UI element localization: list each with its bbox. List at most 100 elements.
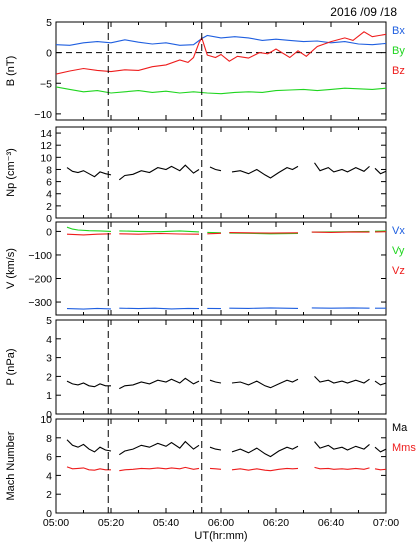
y-tick-label: 2 [46, 371, 52, 383]
panel-4: 0 2 4 6 8 10 Mach Number Ma Mms [5, 414, 416, 520]
y-tick-label: 3 [46, 353, 52, 365]
x-tick-label: 06:00 [208, 517, 234, 529]
y-tick-label: −300 [28, 297, 52, 309]
y-tick-label: 1 [46, 390, 52, 402]
y-tick-label: 10 [40, 414, 52, 426]
y-tick-label: 2 [46, 201, 52, 213]
series-line-ma [118, 440, 200, 456]
x-tick-label: 05:40 [153, 517, 179, 529]
y-tick-label: 4 [46, 334, 52, 346]
series-line-mms [314, 466, 370, 470]
y-tick-label: 5 [46, 17, 52, 29]
series-line-ma [66, 439, 112, 453]
date-label: 2016 /09 /18 [330, 5, 397, 19]
series-line-vx [66, 307, 112, 310]
series-line-mms [209, 467, 222, 470]
y-tick-label: −5 [40, 78, 52, 90]
legend-ma: Ma [392, 422, 408, 434]
legend-bx: Bx [392, 25, 405, 37]
y-tick-label: 0 [46, 409, 52, 421]
legend-by: By [392, 45, 405, 57]
series-group [56, 31, 386, 95]
series-line-vz [66, 233, 112, 236]
y-tick-label: 8 [46, 164, 52, 176]
legend-bz: Bz [392, 65, 405, 77]
x-tick-label: 06:40 [318, 517, 344, 529]
y-axis-label: B (nT) [5, 56, 17, 87]
series-line-vz [207, 232, 222, 235]
y-tick-label: −200 [28, 274, 52, 286]
series-line-data [314, 162, 370, 173]
series-line-ma [209, 446, 222, 451]
x-tick-label: 06:20 [263, 517, 289, 529]
series-line-data [209, 166, 222, 172]
y-axis-label: V (km/s) [5, 248, 17, 289]
series-line-vz [119, 232, 200, 235]
x-axis-label: UT(hr:mm) [194, 530, 247, 542]
panel-3: 0 1 2 3 4 5 P (nPa) [5, 315, 387, 421]
series-line-bz [56, 31, 386, 75]
panel-0: 5 0 −5 −10 B (nT) Bx By Bz [5, 17, 405, 121]
y-tick-label: −100 [28, 250, 52, 262]
y-tick-label: 0 [46, 226, 52, 238]
series-line-data [231, 378, 299, 389]
series-line-mms [119, 466, 200, 472]
y-tick-label: 4 [46, 470, 52, 482]
y-tick-label: 5 [46, 315, 52, 327]
series-line-vx [229, 307, 299, 309]
y-tick-label: 10 [40, 152, 52, 164]
series-line-ma [314, 441, 370, 451]
series-line-vy [119, 230, 200, 233]
series-group [66, 162, 386, 181]
panel-2: 0 −100 −200 −300 V (km/s) Vx Vy Vz [5, 221, 405, 316]
series-line-data [118, 164, 200, 181]
y-tick-label: 2 [46, 489, 52, 501]
y-axis-label: Mach Number [5, 431, 17, 500]
series-line-data [314, 376, 370, 384]
series-line-data [119, 377, 200, 390]
series-line-data [374, 380, 386, 386]
legend-vx: Vx [392, 225, 405, 237]
y-tick-label: 4 [46, 189, 52, 201]
y-tick-label: 0 [46, 508, 52, 520]
y-tick-label: 14 [40, 128, 52, 140]
y-tick-label: 0 [46, 48, 52, 60]
panel-frame [55, 221, 387, 316]
x-tick-label: 05:20 [98, 517, 124, 529]
y-axis-label: Np (cm⁻³) [5, 148, 17, 197]
series-line-vx [119, 307, 200, 310]
y-tick-label: 0 [46, 213, 52, 225]
legend-vy: Vy [392, 245, 405, 257]
x-tick-label: 07:00 [373, 517, 399, 529]
y-axis-label: P (nPa) [5, 348, 17, 385]
x-tick-label: 05:00 [43, 517, 69, 529]
series-line-ma [231, 445, 299, 458]
legend-vz: Vz [392, 265, 405, 277]
series-line-data [231, 165, 299, 179]
y-tick-label: −10 [34, 109, 52, 121]
series-line-mms [66, 466, 111, 471]
series-line-by [56, 86, 386, 95]
legend-mms: Mms [392, 442, 416, 454]
y-tick-label: 6 [46, 452, 52, 464]
y-tick-label: 8 [46, 433, 52, 445]
panel-frame [55, 319, 387, 415]
series-line-ma [374, 446, 386, 453]
series-line-data [374, 167, 386, 175]
y-tick-label: 6 [46, 177, 52, 189]
series-group [66, 376, 386, 390]
series-group [66, 226, 386, 310]
series-line-data [66, 167, 112, 178]
series-line-data [209, 379, 222, 384]
series-line-mms [374, 468, 386, 471]
panel-frame [55, 126, 387, 219]
series-line-vz [311, 231, 370, 233]
series-group [66, 439, 386, 472]
series-line-mms [231, 467, 299, 472]
series-line-vy [66, 226, 112, 232]
series-line-vz [229, 232, 299, 234]
y-tick-label: 12 [40, 140, 52, 152]
panel-frame [55, 418, 387, 514]
